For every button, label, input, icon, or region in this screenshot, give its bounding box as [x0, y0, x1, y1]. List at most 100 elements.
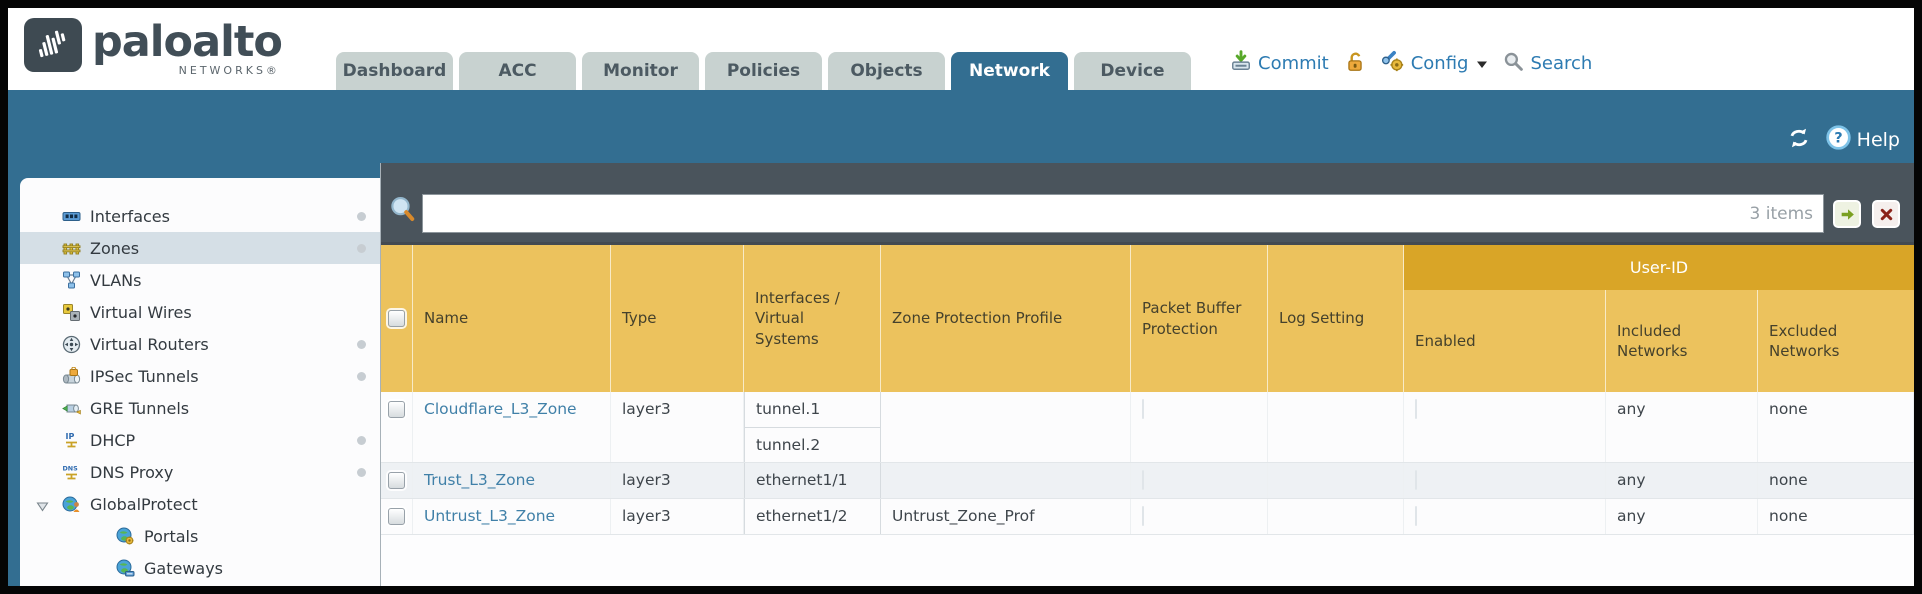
- commit-button[interactable]: Commit: [1230, 50, 1329, 77]
- included-networks-cell: any: [1606, 392, 1758, 462]
- apply-filter-arrow-button[interactable]: [1833, 200, 1861, 228]
- sidebar-item-dns-proxy[interactable]: DNS DNS Proxy: [20, 456, 380, 488]
- zone-name-link[interactable]: Cloudflare_L3_Zone: [424, 400, 577, 418]
- left-column: Interfaces Zones VLANs: [8, 163, 381, 586]
- gateways-globe-icon: [116, 559, 135, 578]
- included-networks-cell: any: [1606, 463, 1758, 498]
- sidebar-item-gateways[interactable]: Gateways: [20, 552, 380, 584]
- zone-filter-input[interactable]: [423, 195, 1750, 232]
- globalprotect-globe-icon: [62, 495, 81, 514]
- sidebar-item-globalprotect[interactable]: GlobalProtect: [20, 488, 380, 520]
- table-row: Trust_L3_Zone layer3 ethernet1/1 any non…: [381, 463, 1914, 499]
- user-id-enabled-checkbox[interactable]: [1415, 399, 1417, 419]
- tab-dashboard[interactable]: Dashboard: [336, 52, 453, 90]
- sidebar-label: DHCP: [90, 430, 136, 450]
- row-select-cell: [381, 392, 413, 462]
- column-header-zone-protection-profile[interactable]: Zone Protection Profile: [881, 245, 1131, 392]
- interface-entry: tunnel.2: [745, 427, 880, 462]
- status-dot: [357, 212, 366, 221]
- user-id-enabled-checkbox[interactable]: [1415, 506, 1417, 526]
- config-label: Config: [1410, 53, 1469, 74]
- sidebar-label: DNS Proxy: [90, 462, 174, 482]
- column-header-interfaces[interactable]: Interfaces / Virtual Systems: [744, 245, 881, 392]
- tab-monitor[interactable]: Monitor: [582, 52, 699, 90]
- band-actions: ? Help: [1786, 125, 1900, 155]
- row-select-cell: [381, 499, 413, 534]
- user-id-enabled-cell: [1404, 463, 1606, 498]
- zone-interfaces-cell: ethernet1/2: [744, 499, 881, 534]
- sidebar-label: GRE Tunnels: [90, 398, 190, 418]
- column-header-log-setting[interactable]: Log Setting: [1268, 245, 1404, 392]
- zone-type-cell: layer3: [611, 392, 744, 462]
- brand-subtitle: NETWORKS®: [178, 64, 280, 77]
- column-header-excluded-networks[interactable]: Excluded Networks: [1769, 321, 1840, 360]
- collapse-triangle-icon[interactable]: [36, 498, 49, 512]
- dns-proxy-icon: DNS: [62, 463, 81, 482]
- sidebar-label: Virtual Routers: [90, 334, 209, 354]
- packet-buffer-checkbox[interactable]: [1142, 470, 1144, 490]
- network-sidebar: Interfaces Zones VLANs: [20, 178, 380, 586]
- column-header-name[interactable]: Name: [413, 245, 611, 392]
- brand-name: paloalto: [92, 17, 283, 67]
- sidebar-item-zones[interactable]: Zones: [20, 232, 380, 264]
- tab-policies[interactable]: Policies: [705, 52, 822, 90]
- sidebar-label: Gateways: [144, 558, 224, 578]
- refresh-icon[interactable]: [1786, 126, 1812, 154]
- tab-device[interactable]: Device: [1074, 52, 1191, 90]
- ipsec-tunnels-icon: [62, 366, 81, 386]
- sidebar-label: Interfaces: [90, 206, 170, 226]
- top-bar: paloalto NETWORKS® Dashboard ACC Monitor…: [8, 8, 1914, 90]
- sidebar-item-portals[interactable]: Portals: [20, 520, 380, 552]
- interface-entry: tunnel.1: [756, 400, 821, 418]
- row-checkbox[interactable]: [388, 472, 405, 489]
- panos-app-window: paloalto NETWORKS® Dashboard ACC Monitor…: [8, 8, 1914, 586]
- column-header-enabled[interactable]: Enabled: [1404, 290, 1606, 392]
- unlock-icon[interactable]: [1344, 51, 1366, 77]
- included-networks-cell: any: [1606, 499, 1758, 534]
- sidebar-item-dhcp[interactable]: IP DHCP: [20, 424, 380, 456]
- clear-filter-x-button[interactable]: [1872, 200, 1900, 228]
- row-checkbox[interactable]: [388, 401, 405, 418]
- column-header-included-networks[interactable]: Included Networks: [1606, 290, 1758, 392]
- config-menu-button[interactable]: Config: [1381, 49, 1489, 78]
- column-header-type[interactable]: Type: [611, 245, 744, 392]
- sidebar-item-gre-tunnels[interactable]: GRE Tunnels: [20, 392, 380, 424]
- sidebar-label: Virtual Wires: [90, 302, 192, 322]
- user-id-enabled-cell: [1404, 499, 1606, 534]
- column-header-packet-buffer-protection[interactable]: Packet Buffer Protection: [1131, 245, 1268, 392]
- zone-protection-profile-cell: [881, 463, 1131, 498]
- svg-text:IP: IP: [66, 432, 75, 441]
- zone-interfaces-cell: tunnel.1 tunnel.2: [744, 392, 881, 462]
- excluded-networks-cell: none: [1758, 392, 1914, 462]
- user-id-enabled-checkbox[interactable]: [1415, 470, 1417, 490]
- virtual-routers-icon: [62, 335, 81, 354]
- status-dot: [357, 340, 366, 349]
- items-count: 3 items: [1749, 203, 1813, 224]
- sidebar-item-vlans[interactable]: VLANs: [20, 264, 380, 296]
- zone-name-link[interactable]: Untrust_L3_Zone: [424, 507, 556, 525]
- select-all-checkbox[interactable]: [388, 310, 405, 327]
- filter-bar: 3 items: [381, 163, 1914, 242]
- search-button[interactable]: Search: [1503, 51, 1592, 77]
- packet-buffer-checkbox[interactable]: [1142, 399, 1144, 419]
- row-checkbox[interactable]: [388, 508, 405, 525]
- commit-icon: [1230, 50, 1252, 77]
- user-id-enabled-cell: [1404, 392, 1606, 462]
- sidebar-item-interfaces[interactable]: Interfaces: [20, 200, 380, 232]
- svg-text:?: ?: [1834, 130, 1842, 147]
- sidebar-item-virtual-routers[interactable]: Virtual Routers: [20, 328, 380, 360]
- packet-buffer-checkbox[interactable]: [1142, 506, 1144, 526]
- packet-buffer-protection-cell: [1131, 392, 1268, 462]
- tab-acc[interactable]: ACC: [459, 52, 576, 90]
- zone-name-cell: Untrust_L3_Zone: [413, 499, 611, 534]
- interface-entry: ethernet1/2: [756, 507, 848, 525]
- tab-network[interactable]: Network: [951, 52, 1068, 90]
- tab-objects[interactable]: Objects: [828, 52, 945, 90]
- status-dot: [357, 372, 366, 381]
- log-setting-cell: [1268, 463, 1404, 498]
- help-button[interactable]: ? Help: [1825, 125, 1900, 155]
- sidebar-item-virtual-wires[interactable]: Virtual Wires: [20, 296, 380, 328]
- table-row: Cloudflare_L3_Zone layer3 tunnel.1 tunne…: [381, 392, 1914, 463]
- sidebar-item-ipsec-tunnels[interactable]: IPSec Tunnels: [20, 360, 380, 392]
- zone-name-link[interactable]: Trust_L3_Zone: [424, 471, 535, 489]
